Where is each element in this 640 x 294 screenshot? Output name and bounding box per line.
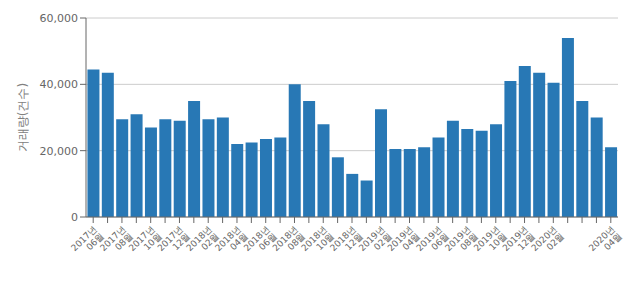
svg-text:2019년10월: 2019년10월 (472, 224, 509, 261)
svg-text:2020년04월: 2020년04월 (587, 224, 624, 261)
svg-text:20,000: 20,000 (40, 145, 79, 158)
svg-text:2017년12월: 2017년12월 (155, 224, 192, 261)
svg-text:0: 0 (71, 211, 78, 224)
svg-text:2019년12월: 2019년12월 (501, 224, 538, 261)
svg-text:2019년04월: 2019년04월 (386, 224, 423, 261)
svg-text:2019년08월: 2019년08월 (443, 224, 480, 261)
svg-text:2017년06월: 2017년06월 (69, 224, 106, 261)
svg-text:2017년08월: 2017년08월 (98, 224, 135, 261)
svg-text:2017년10월: 2017년10월 (127, 224, 164, 261)
svg-text:거래량(건수): 거래량(건수) (16, 83, 30, 152)
svg-text:60,000: 60,000 (40, 12, 79, 25)
svg-text:2018년06월: 2018년06월 (242, 224, 279, 261)
svg-text:2018년12월: 2018년12월 (328, 224, 365, 261)
svg-text:2020년02월: 2020년02월 (529, 224, 566, 261)
svg-text:2018년04월: 2018년04월 (213, 224, 250, 261)
svg-text:2019년06월: 2019년06월 (414, 224, 451, 261)
svg-text:40,000: 40,000 (40, 78, 79, 91)
svg-text:2018년10월: 2018년10월 (299, 224, 336, 261)
svg-text:2018년08월: 2018년08월 (271, 224, 308, 261)
svg-text:2018년02월: 2018년02월 (184, 224, 221, 261)
svg-text:2019년02월: 2019년02월 (357, 224, 394, 261)
